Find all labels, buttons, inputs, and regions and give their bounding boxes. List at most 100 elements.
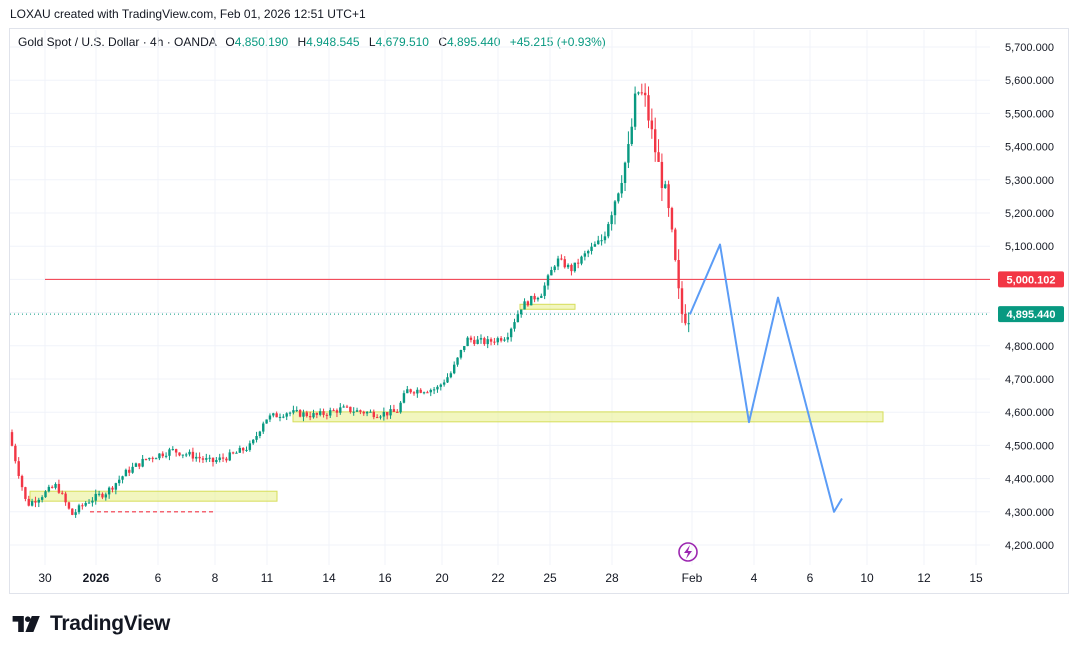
candle <box>556 255 560 271</box>
candle <box>84 500 87 507</box>
price-tick-label: 4,500.000 <box>1005 440 1054 452</box>
candle-body <box>426 392 429 394</box>
candle <box>469 335 473 343</box>
candle <box>576 258 580 269</box>
candle <box>47 484 51 493</box>
candle <box>87 499 91 504</box>
candle-body <box>493 341 496 343</box>
candle-body <box>520 309 523 315</box>
candle <box>674 227 677 262</box>
candle <box>245 446 248 452</box>
candle-body <box>37 499 40 503</box>
candle <box>111 485 114 493</box>
candle-body <box>118 479 121 484</box>
price-chart[interactable]: 5,700.000 5,600.000 5,500.000 5,400.000 5,30… <box>0 0 1079 600</box>
flash-icon[interactable] <box>678 542 698 562</box>
candle <box>446 373 449 383</box>
price-label-text: 5,000.102 <box>1007 274 1056 286</box>
candle <box>580 255 583 266</box>
candle-body <box>339 407 342 413</box>
candle <box>94 489 97 505</box>
candle-body <box>369 411 372 413</box>
candle <box>24 486 27 502</box>
candle <box>218 453 221 463</box>
candle-body <box>352 411 355 413</box>
candle <box>302 409 305 422</box>
price-label-box <box>998 306 1064 323</box>
candle-body <box>248 443 252 450</box>
candle <box>54 482 57 490</box>
candle <box>442 379 446 387</box>
projection-path[interactable] <box>689 243 843 513</box>
candle <box>603 231 607 244</box>
time-axis[interactable]: 30 2026 6 8 11 14 16 20 22 25 28 Feb 4 6 10 12 15 <box>38 571 983 585</box>
candle <box>684 304 687 326</box>
tradingview-brand[interactable]: TradingView <box>12 612 170 636</box>
candle-body <box>81 505 84 507</box>
time-tick-label: 15 <box>969 571 983 585</box>
candle-body <box>469 337 473 340</box>
candle <box>677 249 680 299</box>
candle <box>17 457 20 479</box>
candle <box>587 249 590 258</box>
candle-body <box>560 258 563 260</box>
candle-body <box>633 93 637 127</box>
candle <box>198 452 201 463</box>
candle <box>479 334 483 344</box>
candle <box>489 337 493 346</box>
candle <box>77 503 81 515</box>
candle-body <box>597 240 600 245</box>
candle-body <box>365 411 369 414</box>
candle-body <box>416 389 419 394</box>
candle <box>620 175 623 198</box>
candle <box>466 336 469 347</box>
candle <box>412 391 416 396</box>
symbol-label: Gold Spot / U.S. Dollar · 4h · OANDA <box>18 35 217 49</box>
candle <box>456 357 459 367</box>
price-axis[interactable]: 5,700.000 5,600.000 5,500.000 5,400.000 5,30… <box>1005 42 1054 552</box>
candle <box>342 404 345 408</box>
candle <box>272 412 275 418</box>
candle <box>449 371 453 379</box>
candle <box>392 404 396 413</box>
candle-body <box>134 463 138 467</box>
candle <box>650 108 654 139</box>
candle-body <box>660 161 664 189</box>
candle-body <box>30 501 34 506</box>
candle-body <box>466 337 469 347</box>
candle-body <box>171 449 174 451</box>
candle-body <box>684 313 687 324</box>
candle <box>262 421 265 434</box>
candle-body <box>67 502 71 509</box>
price-tick-label: 5,400.000 <box>1005 142 1054 154</box>
candle-body <box>278 416 282 418</box>
candle <box>633 86 637 131</box>
candle-body <box>34 501 37 503</box>
candle-body <box>553 266 556 270</box>
candle-body <box>77 505 81 513</box>
candle <box>308 411 312 421</box>
candle-body <box>312 413 315 418</box>
candle-body <box>288 412 292 414</box>
candle <box>282 414 285 419</box>
candle <box>362 410 365 416</box>
time-tick-label: 6 <box>155 571 162 585</box>
candle-body <box>198 456 201 459</box>
candle-body <box>51 486 54 488</box>
candle-body <box>670 208 674 230</box>
candle <box>101 492 104 500</box>
candle-body <box>680 288 684 314</box>
candle <box>238 445 241 453</box>
candle-body <box>386 412 389 416</box>
candle-body <box>449 373 453 378</box>
candle <box>550 266 553 276</box>
candle-body <box>654 129 657 153</box>
candle <box>305 410 308 418</box>
candle-body <box>325 414 329 416</box>
candle <box>10 429 14 447</box>
candle-body <box>258 431 262 436</box>
candle-body <box>550 269 553 276</box>
candle <box>205 453 208 463</box>
candle <box>148 457 151 461</box>
price-tick-label: 4,200.000 <box>1005 540 1054 552</box>
